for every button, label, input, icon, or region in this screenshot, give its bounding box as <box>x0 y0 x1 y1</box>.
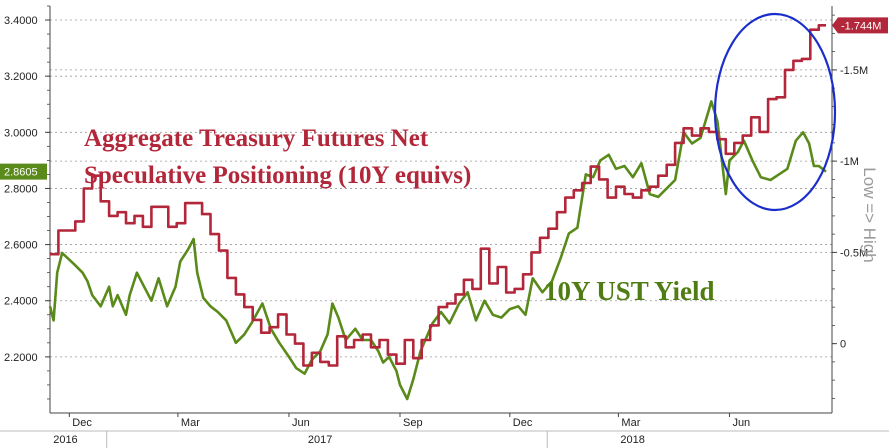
x-month-label: Mar <box>181 417 200 429</box>
series-layer <box>48 24 827 401</box>
x-month-label: Dec <box>513 417 533 429</box>
x-month-label: Sep <box>403 417 423 429</box>
series-line-positioning <box>50 24 826 367</box>
left-tick-label: 2.4000 <box>4 296 38 308</box>
highlight-circle <box>713 12 837 212</box>
x-year-label: 2018 <box>620 434 644 446</box>
x-year-label: 2017 <box>308 434 332 446</box>
right-axis-title-text: Low => High <box>860 167 879 262</box>
right-tick-label: 0 <box>840 339 846 351</box>
right-tick-label: -0.5M <box>840 247 868 259</box>
x-month-label: Jun <box>292 417 310 429</box>
badges-layer: 2.8605 -1.744M <box>0 17 888 180</box>
positioning-last-value-badge <box>832 17 888 34</box>
left-tick-label: 2.2000 <box>4 352 38 364</box>
right-tick-label: -1.5M <box>840 65 868 77</box>
left-tick-label: 3.4000 <box>4 15 38 27</box>
right-tick-label: -1M <box>840 156 859 168</box>
x-month-label: Dec <box>72 417 92 429</box>
left-axis: 2.2000 2.4000 2.6000 2.8000 3.0000 3.2000 3.40… <box>4 5 51 413</box>
left-tick-label: 2.6000 <box>4 240 38 252</box>
right-axis-title: Low => High <box>860 167 879 262</box>
annotation-yield-label: 10Y UST Yield <box>544 276 715 306</box>
x-year-label: 2016 <box>53 434 77 446</box>
yield-last-value-badge <box>0 163 47 180</box>
x-axis: Dec Mar Jun Sep Dec Mar Jun 2016 2017 2018 <box>0 412 889 448</box>
left-tick-label: 2.8000 <box>4 183 38 195</box>
positioning-last-value-text: -1.744M <box>841 20 881 32</box>
annotation-positioning-line1: Aggregate Treasury Futures Net <box>84 125 429 152</box>
left-tick-label: 3.2000 <box>4 71 38 83</box>
left-tick-label: 3.0000 <box>4 127 38 139</box>
annotation-positioning-line2: Speculative Positioning (10Y equivs) <box>84 162 471 189</box>
x-month-label: Jun <box>732 417 750 429</box>
x-month-label: Mar <box>621 417 640 429</box>
yield-last-value-text: 2.8605 <box>4 167 38 179</box>
grid-layer <box>50 19 832 358</box>
